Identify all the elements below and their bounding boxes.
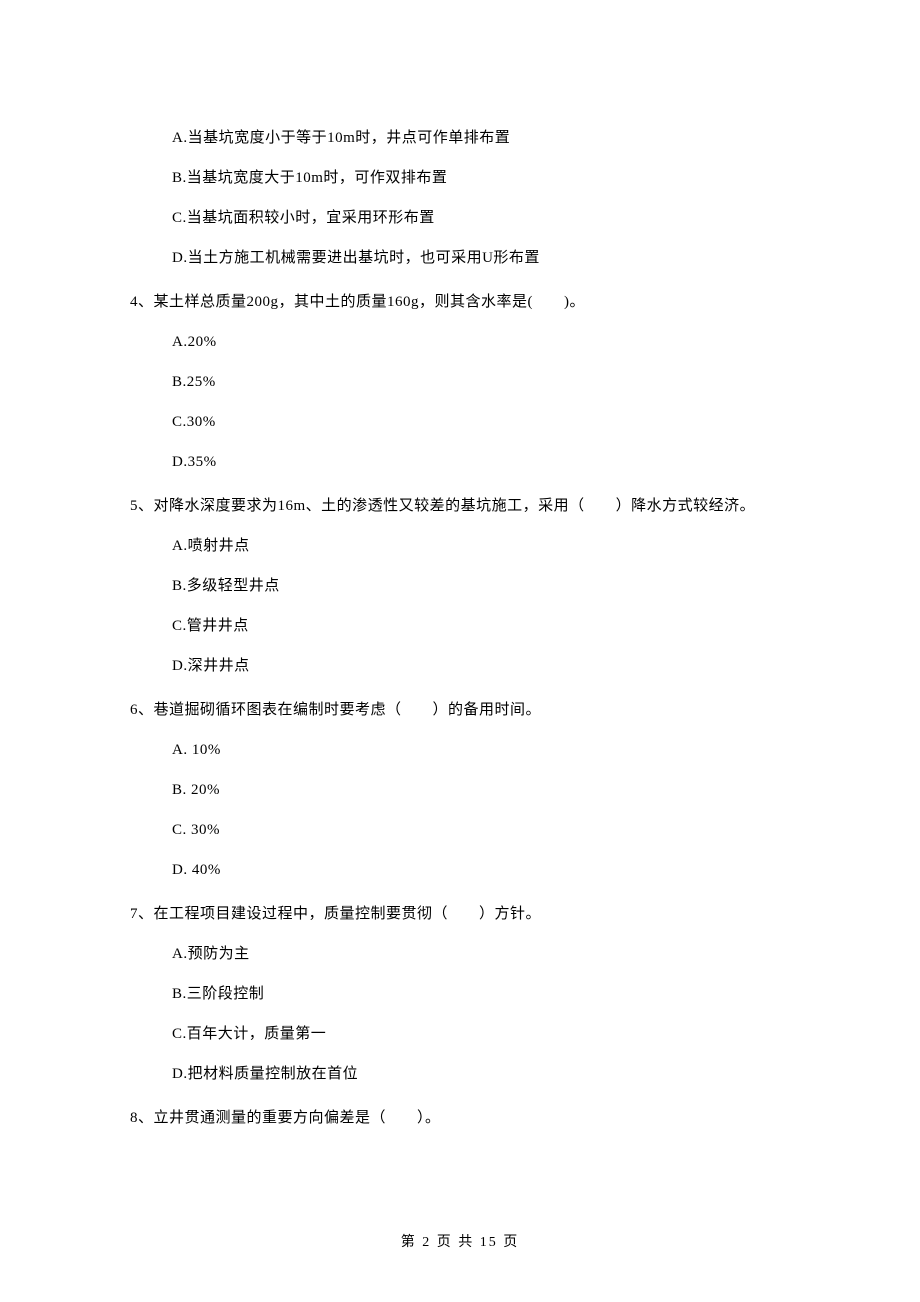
q7-option-b: B.三阶段控制 (172, 982, 790, 1006)
q7-option-d: D.把材料质量控制放在首位 (172, 1062, 790, 1086)
q4-option-d: D.35% (172, 450, 790, 474)
q5-option-a: A.喷射井点 (172, 534, 790, 558)
q4-option-b: B.25% (172, 370, 790, 394)
pre-option-d: D.当土方施工机械需要进出基坑时，也可采用U形布置 (172, 246, 790, 270)
q7-option-a: A.预防为主 (172, 942, 790, 966)
q6-option-b: B. 20% (172, 778, 790, 802)
q6-option-c: C. 30% (172, 818, 790, 842)
question-6: 6、巷道掘砌循环图表在编制时要考虑（ ）的备用时间。 (130, 698, 790, 722)
document-page: A.当基坑宽度小于等于10m时，井点可作单排布置 B.当基坑宽度大于10m时，可… (0, 0, 920, 1302)
q5-option-d: D.深井井点 (172, 654, 790, 678)
question-5: 5、对降水深度要求为16m、土的渗透性又较差的基坑施工，采用（ ）降水方式较经济… (130, 494, 790, 518)
question-7: 7、在工程项目建设过程中，质量控制要贯彻（ ）方针。 (130, 902, 790, 926)
q4-option-a: A.20% (172, 330, 790, 354)
q5-option-c: C.管井井点 (172, 614, 790, 638)
pre-option-a: A.当基坑宽度小于等于10m时，井点可作单排布置 (172, 126, 790, 150)
page-footer: 第 2 页 共 15 页 (0, 1232, 920, 1254)
question-8: 8、立井贯通测量的重要方向偏差是（ ）。 (130, 1106, 790, 1130)
q4-option-c: C.30% (172, 410, 790, 434)
question-4: 4、某土样总质量200g，其中土的质量160g，则其含水率是( )。 (130, 290, 790, 314)
q6-option-d: D. 40% (172, 858, 790, 882)
q5-option-b: B.多级轻型井点 (172, 574, 790, 598)
pre-option-c: C.当基坑面积较小时，宜采用环形布置 (172, 206, 790, 230)
q7-option-c: C.百年大计，质量第一 (172, 1022, 790, 1046)
pre-option-b: B.当基坑宽度大于10m时，可作双排布置 (172, 166, 790, 190)
q6-option-a: A. 10% (172, 738, 790, 762)
